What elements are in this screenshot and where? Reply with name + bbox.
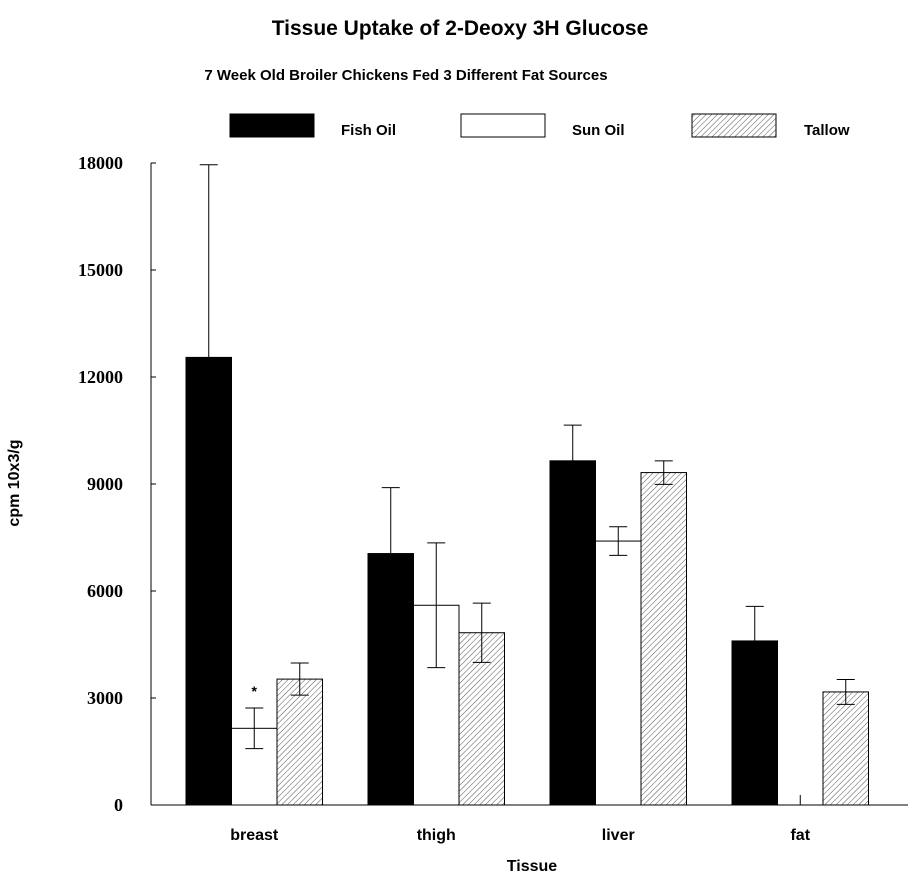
bar	[731, 640, 778, 806]
y-tick-label: 12000	[78, 367, 123, 387]
significance-marker: *	[252, 683, 258, 699]
legend-label-fish-oil: Fish Oil	[341, 122, 396, 139]
bar	[822, 691, 869, 806]
y-tick-label: 6000	[87, 581, 123, 601]
x-axis-label: Tissue	[507, 858, 558, 875]
bar	[640, 472, 687, 806]
bar	[276, 678, 323, 806]
plot-area: 0 3000 6000 9000 12000 15000 18000 breast thigh l…	[78, 153, 908, 844]
chart-title: Tissue Uptake of 2-Deoxy 3H Glucose	[272, 17, 649, 40]
bar	[595, 540, 642, 806]
x-tick-label: thigh	[417, 827, 456, 844]
legend-swatch-tallow	[691, 113, 777, 138]
y-tick-label: 18000	[78, 153, 123, 173]
y-tick-label: 9000	[87, 474, 123, 494]
bar	[549, 460, 596, 806]
x-tick-label: breast	[230, 827, 279, 844]
legend-label-sun-oil: Sun Oil	[572, 122, 625, 139]
legend-label-tallow: Tallow	[804, 122, 850, 139]
x-tick-label: fat	[790, 827, 810, 844]
y-tick-label: 3000	[87, 688, 123, 708]
legend-swatch-sun-oil	[460, 113, 546, 138]
bar	[185, 356, 232, 806]
chart-subtitle: 7 Week Old Broiler Chickens Fed 3 Differ…	[204, 67, 607, 84]
legend: Fish Oil Sun Oil Tallow	[229, 113, 850, 139]
y-tick-label: 15000	[78, 260, 123, 280]
bar	[367, 553, 414, 806]
legend-swatch-fish-oil	[229, 113, 315, 138]
y-tick-label: 0	[114, 795, 123, 815]
x-tick-label: liver	[602, 827, 635, 844]
y-axis-label: cpm 10x3/g	[6, 439, 23, 526]
